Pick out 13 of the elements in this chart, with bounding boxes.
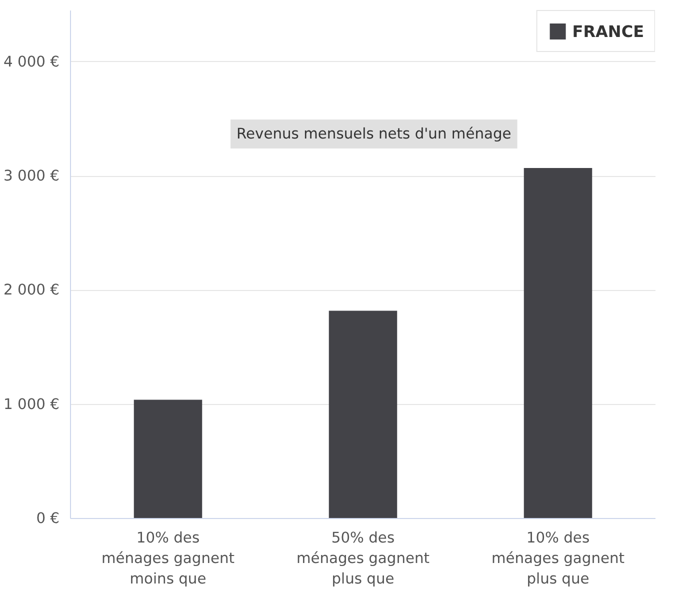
x-tick-label: 50% des ménages gagnent plus que (296, 530, 430, 588)
y-tick-label: 0 € (36, 510, 60, 527)
legend-label: FRANCE (572, 22, 644, 40)
y-tick-label: 4 000 € (4, 53, 60, 70)
y-tick-label: 3 000 € (4, 168, 60, 185)
y-tick-label: 1 000 € (4, 396, 60, 413)
bar (134, 400, 202, 518)
bar (328, 310, 398, 518)
x-tick-label: 10% des ménages gagnent moins que (101, 530, 235, 588)
y-tick-label: 2 000 € (4, 282, 60, 299)
annotation: Revenus mensuels nets d'un ménage (236, 126, 512, 142)
bar (524, 168, 592, 518)
x-tick-label: 10% des ménages gagnent plus que (491, 530, 625, 588)
